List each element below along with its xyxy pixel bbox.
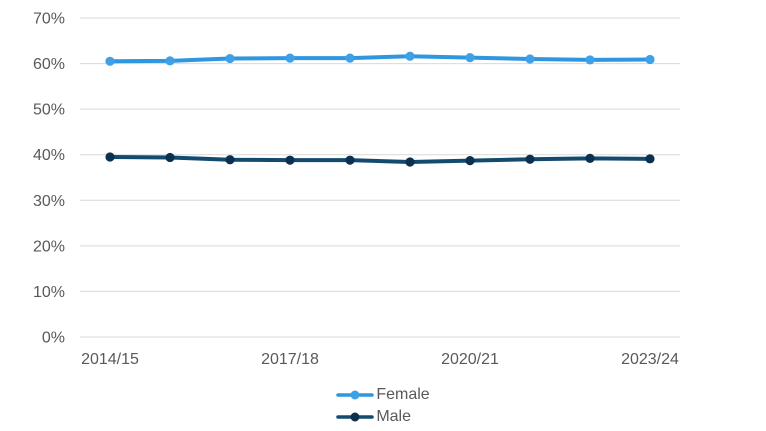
x-axis-tick-label: 2020/21 [441,351,499,368]
x-axis-tick-label: 2023/24 [621,351,679,368]
chart-legend: Female Male [336,385,430,427]
x-axis-tick-label: 2014/15 [81,351,139,368]
male-legend-marker-icon [336,412,375,422]
female-data-point [645,54,655,65]
male-data-point [645,154,655,164]
female-data-point [585,55,595,65]
male-data-point [525,154,535,164]
y-axis-tick-label: 30% [33,193,65,210]
y-axis-tick-label: 50% [33,102,65,119]
y-axis-tick-label: 0% [42,330,65,347]
female-data-point [405,51,415,61]
male-data-point [225,155,235,165]
male-data-point [465,156,475,166]
y-axis-tick-label: 20% [33,238,65,255]
female-data-point [525,54,535,64]
female-data-point [105,56,115,66]
male-data-point [285,155,295,165]
male-line [108,154,652,165]
female-data-point [465,53,475,63]
female-data-point [225,53,235,64]
y-axis-tick-label: 70% [33,11,65,28]
female-legend-marker-icon [336,390,375,400]
legend-label-male: Male [376,408,411,425]
x-axis-tick-label: 2017/18 [261,351,319,368]
female-line [108,54,652,64]
legend-item-female: Female [336,385,430,405]
legend-item-male: Male [336,407,411,427]
female-data-point [285,53,295,63]
female-data-point [165,56,175,66]
female-data-point [345,53,355,63]
legend-label-female: Female [376,386,430,403]
y-axis-tick-label: 10% [33,284,65,301]
y-axis-tick-label: 60% [33,56,65,73]
male-data-point [165,152,175,163]
line-chart: 0% 10% 20% 30% 40% 50% 60% 70% 2014/15 2017/18 202… [33,11,680,368]
male-data-point [405,157,415,167]
male-data-point [585,153,595,163]
male-data-point [345,155,355,165]
male-data-point [105,152,115,162]
y-axis-tick-label: 40% [33,147,65,164]
